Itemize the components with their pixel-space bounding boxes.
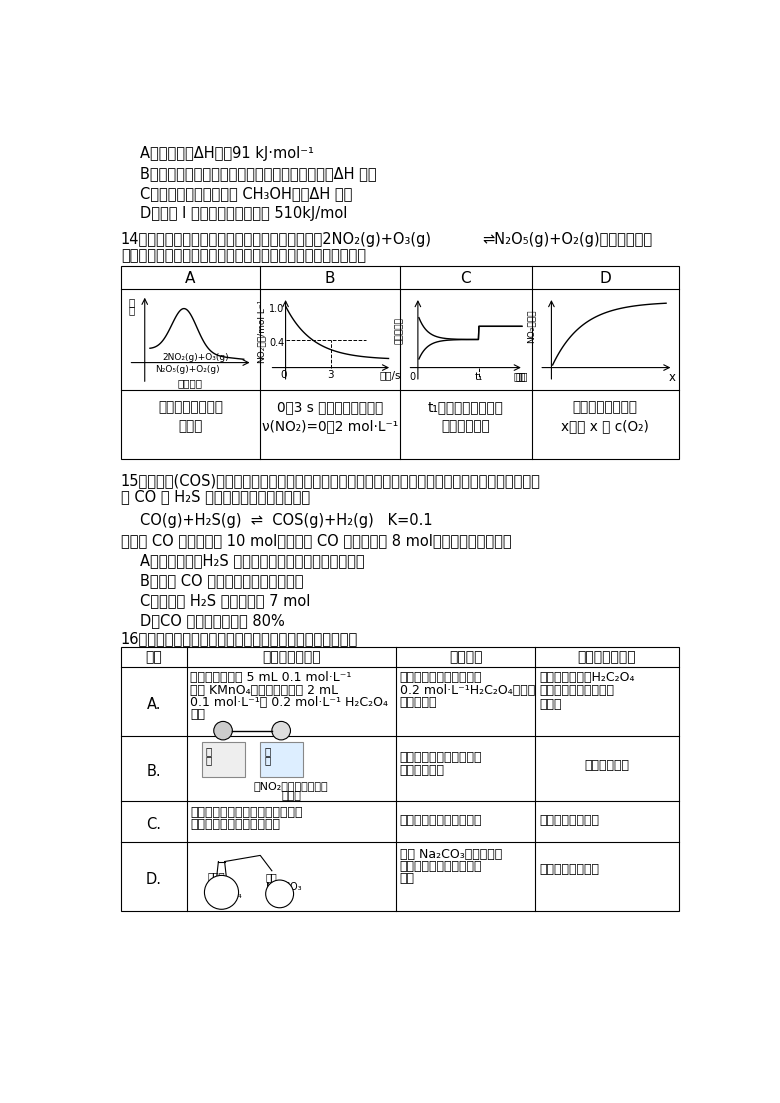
Text: B: B: [324, 271, 335, 286]
Text: t₁时仅加入催化剂，: t₁时仅加入催化剂，: [427, 400, 504, 415]
Text: 中褪色更快: 中褪色更快: [399, 696, 438, 709]
Text: 反应前 CO 物质的量为 10 mol，平衡后 CO 物质的量为 8 mol。下列说法正确的是: 反应前 CO 物质的量为 10 mol，平衡后 CO 物质的量为 8 mol。下…: [121, 533, 512, 548]
Text: 反应过程: 反应过程: [178, 378, 203, 388]
Text: 0: 0: [281, 371, 287, 381]
Bar: [202, 742, 245, 777]
Text: 产生: 产生: [399, 872, 415, 886]
Text: 水: 水: [264, 756, 271, 765]
Bar: [121, 266, 679, 459]
Text: CO(g)+H₂S(g)  ⇌  COS(g)+H₂(g)   K=0.1: CO(g)+H₂S(g) ⇌ COS(g)+H₂(g) K=0.1: [140, 513, 433, 527]
Text: 将 CO 和 H₂S 混合加热并达到下列平衡：: 将 CO 和 H₂S 混合加热并达到下列平衡：: [121, 490, 310, 505]
Text: 热: 热: [206, 746, 212, 756]
Text: 饱和: 饱和: [266, 872, 278, 882]
Text: 1.0: 1.0: [269, 304, 285, 314]
Text: 0.1 mol·L⁻¹和 0.2 mol·L⁻¹ H₂C₂O₄: 0.1 mol·L⁻¹和 0.2 mol·L⁻¹ H₂C₂O₄: [190, 696, 388, 709]
Circle shape: [204, 876, 239, 909]
Text: 实验现象: 实验现象: [448, 651, 482, 665]
Text: 用坩埚钳夹住一小块用砂纸仔细打: 用坩埚钳夹住一小块用砂纸仔细打: [190, 806, 303, 820]
Text: NO₂转化率: NO₂转化率: [526, 310, 535, 343]
Text: 磨过的铝箔在酒精灯上加热: 磨过的铝箔在酒精灯上加热: [190, 818, 281, 832]
Text: 勒夏特列原理: 勒夏特列原理: [584, 759, 629, 772]
Text: B．通入 CO 后，正反应速率逐渐增大: B．通入 CO 后，正反应速率逐渐增大: [140, 572, 303, 588]
Text: 其他条件不变，H₂C₂O₄: 其他条件不变，H₂C₂O₄: [539, 672, 635, 684]
Text: ν(NO₂)=0．2 mol·L⁻¹: ν(NO₂)=0．2 mol·L⁻¹: [262, 419, 398, 432]
Text: 量: 量: [129, 304, 135, 314]
Text: 溶液: 溶液: [190, 708, 205, 721]
Text: C．如果该反应生成液态 CH₃OH，则ΔH 增大: C．如果该反应生成液态 CH₃OH，则ΔH 增大: [140, 186, 353, 201]
Text: D．反应 I 的逆反应的活化能为 510kJ/mol: D．反应 I 的逆反应的活化能为 510kJ/mol: [140, 206, 348, 222]
Text: A．升高温度，H₂S 浓度增加，表明该反应是吸热反应: A．升高温度，H₂S 浓度增加，表明该反应是吸热反应: [140, 553, 365, 568]
Text: 乙酸、: 乙酸、: [207, 880, 225, 890]
Text: 14．臭氧是理想的烟气脱硝试剂，其脱硝反应为：2NO₂(g)+O₃(g): 14．臭氧是理想的烟气脱硝试剂，其脱硝反应为：2NO₂(g)+O₃(g): [121, 233, 432, 247]
Text: 选项: 选项: [145, 651, 162, 665]
Text: 左球气体颜色加深，右球: 左球气体颜色加深，右球: [399, 751, 482, 764]
Text: 平衡正向移动: 平衡正向移动: [441, 419, 490, 432]
Circle shape: [266, 880, 293, 908]
Text: 0.4: 0.4: [269, 338, 285, 347]
Text: 容密闭容器中进行，下列由该反应相关图像作出的判断正确的是: 容密闭容器中进行，下列由该反应相关图像作出的判断正确的是: [121, 248, 366, 263]
Text: 时间: 时间: [514, 371, 526, 382]
Text: x，则 x 为 c(O₂): x，则 x 为 c(O₂): [561, 419, 649, 432]
Text: 热水中: 热水中: [282, 791, 301, 801]
Text: 用两支试管各取 5 mL 0.1 mol·L⁻¹: 用两支试管各取 5 mL 0.1 mol·L⁻¹: [190, 672, 352, 684]
Text: 达平衡时，仅改变: 达平衡时，仅改变: [573, 400, 637, 415]
Text: 15．羰基硫(COS)可作为一种粮食熏蒸剂，能防止某些昆虫、线虫和真菌的危害。在恒容密闭容器中，: 15．羰基硫(COS)可作为一种粮食熏蒸剂，能防止某些昆虫、线虫和真菌的危害。在…: [121, 473, 541, 488]
Text: 升高温度，平衡常: 升高温度，平衡常: [158, 400, 223, 415]
Text: x: x: [668, 371, 675, 384]
Text: 率越大: 率越大: [539, 697, 562, 710]
Text: 水: 水: [206, 756, 212, 765]
Bar: [121, 646, 679, 911]
Text: C: C: [460, 271, 471, 286]
Text: D.: D.: [146, 871, 161, 887]
Text: 实验操作或装置: 实验操作或装置: [262, 651, 321, 665]
Text: C．反应前 H₂S 物质的量为 7 mol: C．反应前 H₂S 物质的量为 7 mol: [140, 592, 310, 608]
Text: Na₂CO₃: Na₂CO₃: [266, 881, 301, 891]
Text: A.: A.: [147, 697, 161, 711]
Text: A: A: [186, 271, 196, 286]
Text: 浓H₂SO₄: 浓H₂SO₄: [207, 889, 243, 899]
Text: 金属铝的熔点较低: 金属铝的熔点较低: [539, 814, 599, 827]
Text: 乙醇、: 乙醇、: [207, 870, 225, 881]
Text: 浓度越大，化学反应速: 浓度越大，化学反应速: [539, 684, 615, 697]
Text: 正反应速率: 正反应速率: [395, 318, 403, 344]
Text: C.: C.: [146, 817, 161, 832]
Text: D: D: [599, 271, 611, 286]
Text: A．该反应物ΔH＝＋91 kJ·mol⁻¹: A．该反应物ΔH＝＋91 kJ·mol⁻¹: [140, 147, 314, 161]
Text: 饱和 Na₂CO₃溶液上有透: 饱和 Na₂CO₃溶液上有透: [399, 848, 502, 860]
Text: 时间/s: 时间/s: [380, 371, 401, 381]
Text: NO₂浓度/mol·L⁻¹: NO₂浓度/mol·L⁻¹: [257, 299, 266, 363]
Text: 0.2 mol·L⁻¹H₂C₂O₄的试管: 0.2 mol·L⁻¹H₂C₂O₄的试管: [399, 684, 535, 697]
Text: 冰: 冰: [264, 746, 271, 756]
Text: 明的不溶于水的油状液体: 明的不溶于水的油状液体: [399, 860, 482, 872]
Text: 熔化后的液态铝滴落下来: 熔化后的液态铝滴落下来: [399, 814, 482, 827]
Text: 将NO₂球浸泡在冰水和: 将NO₂球浸泡在冰水和: [254, 781, 328, 791]
Text: 16．下列实验中，实验操作、装置、现象及结论都正确的是: 16．下列实验中，实验操作、装置、现象及结论都正确的是: [121, 631, 358, 646]
Text: 气体颜色变浅: 气体颜色变浅: [399, 763, 445, 777]
Text: 能: 能: [129, 297, 135, 307]
Circle shape: [214, 721, 232, 740]
Text: 相关解释及结论: 相关解释及结论: [578, 651, 636, 665]
Text: 酸性 KMnO₄溶液，分别加入 2 mL: 酸性 KMnO₄溶液，分别加入 2 mL: [190, 684, 339, 697]
Text: 0: 0: [410, 372, 416, 382]
Text: 3: 3: [328, 371, 334, 381]
Text: N₂O₅(g)+O₂(g): N₂O₅(g)+O₂(g): [155, 365, 219, 374]
Text: ⇌N₂O₅(g)+O₂(g)，若反应在恒: ⇌N₂O₅(g)+O₂(g)，若反应在恒: [483, 233, 653, 247]
Text: 时间: 时间: [516, 371, 529, 382]
Text: B.: B.: [147, 763, 161, 779]
Text: D．CO 的平衡转化率为 80%: D．CO 的平衡转化率为 80%: [140, 613, 285, 628]
Circle shape: [272, 721, 290, 740]
Bar: [261, 742, 303, 777]
Text: B．加入催化剂使反应的活化能降低并使该反应的ΔH 变小: B．加入催化剂使反应的活化能降低并使该反应的ΔH 变小: [140, 167, 377, 181]
Text: 2NO₂(g)+O₃(g): 2NO₂(g)+O₃(g): [162, 353, 229, 363]
Text: 数减小: 数减小: [179, 419, 203, 432]
Text: 乙酸乙酯难溶于水: 乙酸乙酯难溶于水: [539, 863, 599, 876]
Text: 两试管溶液均褪色，且加: 两试管溶液均褪色，且加: [399, 672, 482, 684]
Text: t₁: t₁: [474, 372, 483, 382]
Text: 0～3 s 内，反应速率为：: 0～3 s 内，反应速率为：: [277, 400, 383, 415]
